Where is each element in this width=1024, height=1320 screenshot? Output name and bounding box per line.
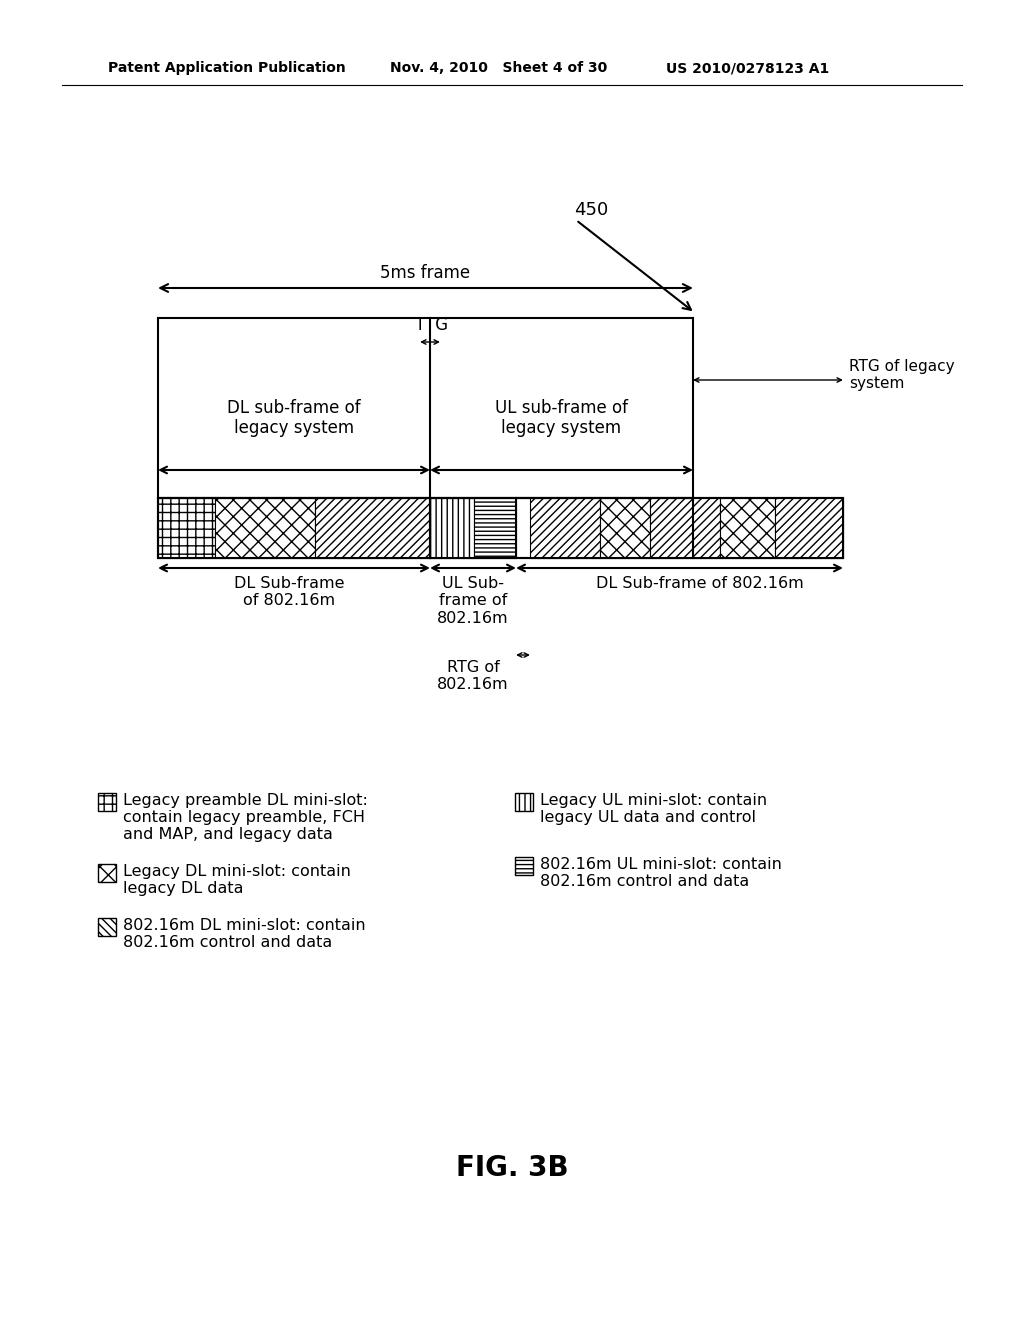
Text: Patent Application Publication: Patent Application Publication <box>108 61 346 75</box>
Text: DL Sub-frame
of 802.16m: DL Sub-frame of 802.16m <box>233 576 344 609</box>
Bar <box>98 917 116 936</box>
Bar <box>720 498 775 558</box>
Text: 5ms frame: 5ms frame <box>381 264 471 282</box>
Bar <box>215 498 315 558</box>
Text: 802.16m control and data: 802.16m control and data <box>123 935 332 950</box>
Text: UL sub-frame of
legacy system: UL sub-frame of legacy system <box>495 399 628 437</box>
Text: US 2010/0278123 A1: US 2010/0278123 A1 <box>666 61 829 75</box>
Text: RTG of legacy
system: RTG of legacy system <box>849 359 954 391</box>
Text: legacy DL data: legacy DL data <box>123 880 244 896</box>
Bar <box>600 498 650 558</box>
Text: 802.16m control and data: 802.16m control and data <box>540 874 750 888</box>
Bar <box>98 865 116 882</box>
Bar <box>775 498 843 558</box>
Text: RTG of
802.16m: RTG of 802.16m <box>437 660 509 693</box>
Text: DL Sub-frame of 802.16m: DL Sub-frame of 802.16m <box>596 576 804 591</box>
Bar <box>98 793 116 810</box>
Bar <box>158 498 215 558</box>
Text: 450: 450 <box>574 201 608 219</box>
Text: contain legacy preamble, FCH: contain legacy preamble, FCH <box>123 810 365 825</box>
Text: Legacy UL mini-slot: contain: Legacy UL mini-slot: contain <box>540 793 767 808</box>
Text: Legacy preamble DL mini-slot:: Legacy preamble DL mini-slot: <box>123 793 368 808</box>
Text: 802.16m DL mini-slot: contain: 802.16m DL mini-slot: contain <box>123 917 366 933</box>
Text: Nov. 4, 2010   Sheet 4 of 30: Nov. 4, 2010 Sheet 4 of 30 <box>390 61 607 75</box>
Text: UL Sub-
frame of
802.16m: UL Sub- frame of 802.16m <box>437 576 509 626</box>
Text: legacy UL data and control: legacy UL data and control <box>540 810 756 825</box>
Bar <box>158 498 843 558</box>
Bar <box>515 857 534 875</box>
Bar <box>650 498 720 558</box>
Text: and MAP, and legacy data: and MAP, and legacy data <box>123 828 333 842</box>
Text: TTG: TTG <box>416 315 449 334</box>
Bar <box>430 498 474 558</box>
Text: FIG. 3B: FIG. 3B <box>456 1154 568 1181</box>
Bar <box>158 498 843 558</box>
Bar <box>530 498 600 558</box>
Text: 802.16m UL mini-slot: contain: 802.16m UL mini-slot: contain <box>540 857 782 873</box>
Bar <box>315 498 430 558</box>
Text: DL sub-frame of
legacy system: DL sub-frame of legacy system <box>227 399 360 437</box>
Bar <box>515 793 534 810</box>
Bar <box>474 498 516 558</box>
Text: Legacy DL mini-slot: contain: Legacy DL mini-slot: contain <box>123 865 351 879</box>
